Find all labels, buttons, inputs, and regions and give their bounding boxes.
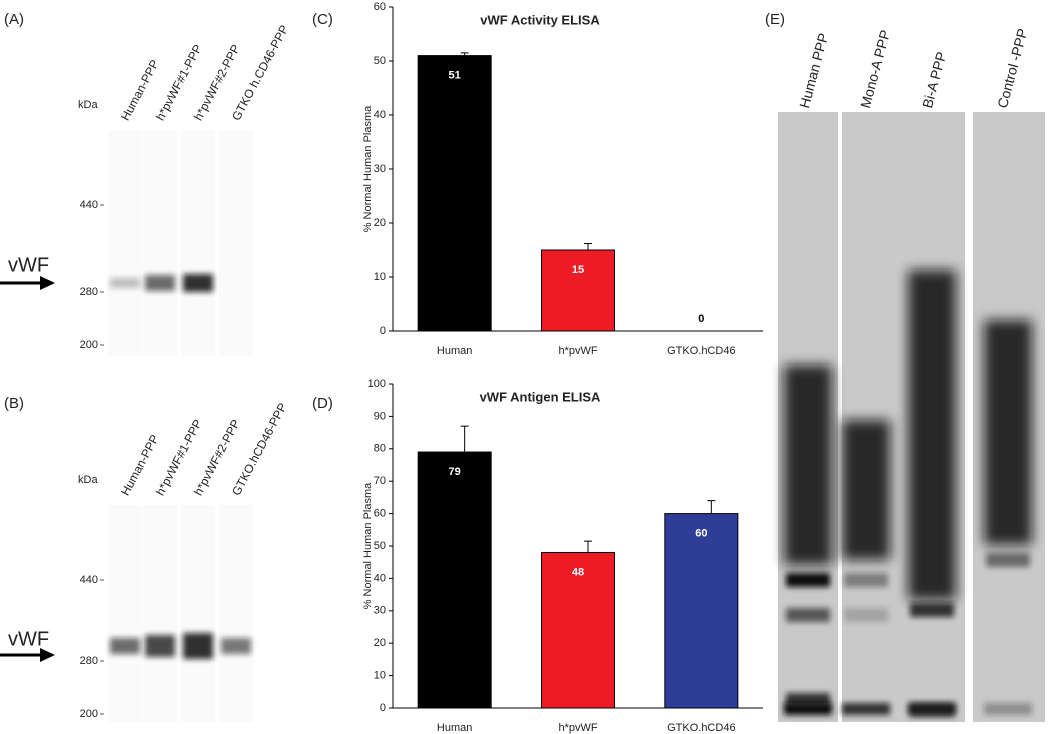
blot-band bbox=[844, 608, 888, 622]
x-tick-label: Human bbox=[437, 345, 472, 357]
x-tick-label: GTKO.hCD46 bbox=[667, 345, 735, 357]
y-tick-label: 20 bbox=[374, 217, 386, 229]
gel-band bbox=[145, 275, 175, 291]
gel-lane bbox=[181, 130, 215, 356]
blot-lane-label: Human PPP bbox=[796, 31, 831, 110]
panel-label: (D) bbox=[312, 395, 333, 412]
gel-lane bbox=[219, 130, 253, 356]
y-tick-label: 0 bbox=[380, 702, 386, 714]
vwf-arrowhead bbox=[40, 276, 55, 290]
lane-label: GTKO.hCD46-PPP bbox=[229, 401, 290, 498]
marker-label: 440 bbox=[80, 574, 98, 586]
y-tick-label: 30 bbox=[374, 605, 386, 617]
bar bbox=[541, 249, 615, 332]
blot-bottom bbox=[908, 703, 956, 715]
blot-lane-label: Control -PPP bbox=[994, 27, 1031, 110]
value-label: 48 bbox=[572, 566, 584, 578]
x-tick-label: h*pvWF bbox=[558, 722, 597, 734]
chart-title: vWF Activity ELISA bbox=[480, 12, 600, 27]
gel-lane bbox=[108, 505, 142, 722]
vwf-label: vWF bbox=[8, 628, 49, 650]
gel-band bbox=[110, 638, 140, 654]
value-label: 51 bbox=[449, 70, 461, 82]
marker-label: 280 bbox=[80, 655, 98, 667]
gel-band bbox=[183, 274, 213, 292]
blot-band bbox=[986, 553, 1030, 567]
bar bbox=[417, 451, 492, 709]
y-axis-label: % Normal Human Plasma bbox=[362, 105, 374, 232]
blot-smear bbox=[784, 365, 832, 565]
blot-lane-label: Mono-A PPP bbox=[857, 28, 893, 110]
y-tick-label: 60 bbox=[374, 508, 386, 520]
blot-band bbox=[786, 573, 830, 587]
gel-band bbox=[221, 638, 251, 654]
y-tick-label: 60 bbox=[374, 1, 386, 13]
lane-label: GTKO h.CD46-PPP bbox=[229, 23, 291, 123]
blot-band bbox=[910, 603, 954, 617]
panel-label: (E) bbox=[765, 11, 785, 28]
chart-title: vWF Antigen ELISA bbox=[480, 389, 601, 404]
y-tick-label: 10 bbox=[374, 271, 386, 283]
gel-lane bbox=[143, 505, 177, 722]
blot-smear bbox=[908, 270, 956, 600]
gel-band bbox=[145, 635, 175, 657]
y-tick-label: 20 bbox=[374, 637, 386, 649]
blot-bottom bbox=[842, 703, 890, 715]
kda-unit: kDa bbox=[78, 474, 98, 486]
y-tick-label: 90 bbox=[374, 410, 386, 422]
y-tick-label: 30 bbox=[374, 163, 386, 175]
marker-label: 280 bbox=[80, 286, 98, 298]
blot-band bbox=[844, 573, 888, 587]
blot-smear bbox=[842, 420, 890, 560]
x-tick-label: h*pvWF bbox=[558, 345, 597, 357]
x-tick-label: Human bbox=[437, 722, 472, 734]
y-axis-label: % Normal Human Plasma bbox=[362, 482, 374, 609]
blot-smear bbox=[984, 320, 1032, 545]
bar bbox=[541, 551, 615, 709]
marker-label: 200 bbox=[80, 339, 98, 351]
gel-lane bbox=[108, 130, 142, 356]
gel-band bbox=[110, 278, 140, 288]
bar bbox=[664, 513, 739, 709]
y-tick-label: 50 bbox=[374, 55, 386, 67]
blot-band bbox=[786, 608, 830, 622]
panel-label: (C) bbox=[312, 11, 333, 28]
gel-lane bbox=[181, 505, 215, 722]
panel-label: (A) bbox=[4, 11, 24, 28]
y-tick-label: 50 bbox=[374, 540, 386, 552]
value-label: 79 bbox=[449, 466, 461, 478]
value-label: 0 bbox=[698, 313, 704, 325]
vwf-label: vWF bbox=[8, 254, 49, 276]
marker-label: 200 bbox=[80, 708, 98, 720]
x-tick-label: GTKO.hCD46 bbox=[667, 722, 735, 734]
y-tick-label: 100 bbox=[368, 378, 386, 390]
y-tick-label: 40 bbox=[374, 572, 386, 584]
y-tick-label: 70 bbox=[374, 475, 386, 487]
blot-bottom bbox=[784, 703, 832, 715]
y-tick-label: 0 bbox=[380, 325, 386, 337]
y-tick-label: 40 bbox=[374, 109, 386, 121]
y-tick-label: 80 bbox=[374, 443, 386, 455]
blot-bottom bbox=[984, 703, 1032, 715]
value-label: 15 bbox=[572, 264, 584, 276]
value-label: 60 bbox=[695, 528, 707, 540]
vwf-arrowhead bbox=[40, 648, 55, 662]
bar bbox=[417, 55, 492, 332]
gel-lane bbox=[219, 505, 253, 722]
gel-lane bbox=[143, 130, 177, 356]
blot-lane-label: Bi-A PPP bbox=[919, 50, 949, 110]
gel-band bbox=[183, 633, 213, 659]
kda-unit: kDa bbox=[78, 99, 98, 111]
panel-label: (B) bbox=[4, 395, 24, 412]
y-tick-label: 10 bbox=[374, 670, 386, 682]
marker-label: 440 bbox=[80, 199, 98, 211]
